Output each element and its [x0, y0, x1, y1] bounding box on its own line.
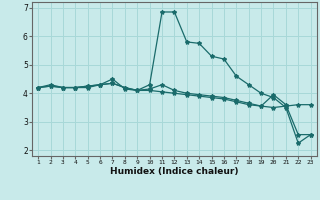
X-axis label: Humidex (Indice chaleur): Humidex (Indice chaleur): [110, 167, 239, 176]
